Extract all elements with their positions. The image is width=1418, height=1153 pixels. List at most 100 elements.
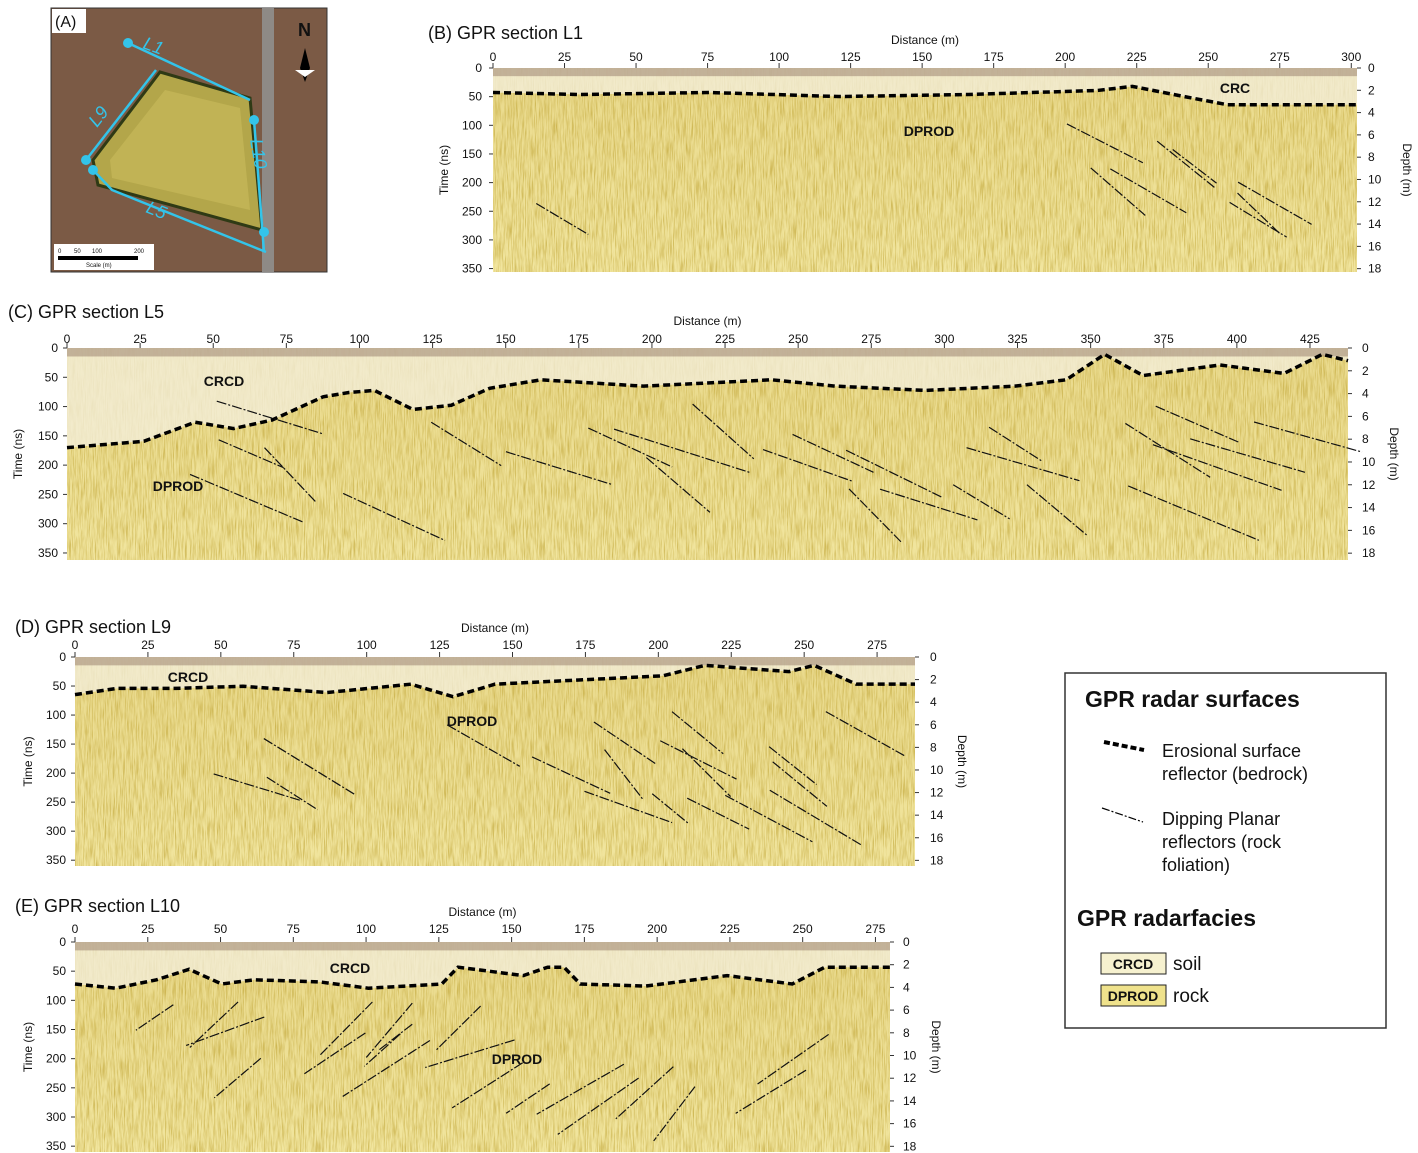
facies-label: DPROD	[904, 123, 955, 139]
ground-band	[493, 68, 1357, 76]
y2-tick-label: 0	[1368, 61, 1375, 75]
y2-tick-label: 10	[1362, 455, 1376, 469]
y-tick-label: 250	[46, 795, 66, 809]
y-tick-label: 200	[38, 458, 58, 472]
scale-tick: 100	[92, 249, 103, 255]
y-tick-label: 50	[469, 90, 483, 104]
y2-tick-label: 18	[1368, 262, 1382, 276]
y2-tick-label: 14	[1368, 217, 1382, 231]
x-tick-label: 50	[214, 922, 228, 936]
y-tick-label: 50	[45, 370, 59, 384]
y-tick-label: 250	[46, 1081, 66, 1095]
x-tick-label: 175	[984, 50, 1004, 64]
legend-text: reflector (bedrock)	[1162, 764, 1308, 784]
x-tick-label: 25	[141, 922, 155, 936]
y2-tick-label: 12	[903, 1071, 917, 1085]
scale-tick: 50	[74, 249, 81, 255]
y-tick-label: 100	[46, 708, 66, 722]
y2-axis-label: Depth (m)	[955, 735, 969, 788]
y2-tick-label: 14	[903, 1094, 917, 1108]
ground-band	[75, 942, 890, 950]
gpr-section: (B) GPR section L1Distance (m)Time (ns)D…	[428, 23, 1414, 276]
x-tick-label: 25	[558, 50, 572, 64]
legend-text: reflectors (rock	[1162, 832, 1282, 852]
facies-code: CRCD	[1113, 956, 1153, 972]
y2-tick-label: 8	[930, 740, 937, 754]
y-tick-label: 0	[51, 341, 58, 355]
y2-tick-label: 10	[903, 1049, 917, 1063]
x-tick-label: 75	[287, 922, 301, 936]
y-tick-label: 350	[38, 546, 58, 560]
y-tick-label: 200	[462, 176, 482, 190]
facies-label: CRCD	[204, 373, 244, 389]
y-tick-label: 300	[46, 1110, 66, 1124]
x-tick-label: 150	[502, 638, 522, 652]
facies-text: soil	[1173, 954, 1202, 975]
y2-tick-label: 16	[1362, 523, 1376, 537]
y2-tick-label: 4	[1368, 106, 1375, 120]
y2-tick-label: 0	[1362, 341, 1369, 355]
y-tick-label: 100	[38, 400, 58, 414]
x-tick-label: 275	[867, 638, 887, 652]
x-tick-label: 150	[502, 922, 522, 936]
x-tick-label: 225	[720, 922, 740, 936]
x-axis-label: Distance (m)	[891, 33, 959, 47]
figure: (A) N L1 L9 L10 L5 0 50 100 200 Scale (m…	[0, 0, 1418, 1153]
y2-tick-label: 18	[903, 1139, 917, 1153]
ground-band	[75, 657, 915, 665]
y2-tick-label: 0	[903, 935, 910, 949]
x-tick-label: 100	[769, 50, 789, 64]
y-tick-label: 50	[53, 679, 67, 693]
legend-text: foliation)	[1162, 855, 1230, 875]
line-start	[259, 227, 269, 237]
ground-band	[67, 348, 1348, 356]
y-tick-label: 350	[462, 262, 482, 276]
x-tick-label: 175	[575, 638, 595, 652]
y2-axis-label: Depth (m)	[929, 1020, 943, 1073]
y-tick-label: 150	[46, 1023, 66, 1037]
y2-tick-label: 18	[930, 853, 944, 867]
y2-tick-label: 16	[1368, 239, 1382, 253]
y-tick-label: 150	[46, 737, 66, 751]
x-tick-label: 25	[141, 638, 155, 652]
x-tick-label: 100	[356, 922, 376, 936]
x-tick-label: 50	[629, 50, 643, 64]
facies-label: CRCD	[330, 960, 370, 976]
y2-tick-label: 10	[930, 763, 944, 777]
facies-code: DPROD	[1108, 988, 1159, 1004]
x-tick-label: 300	[1341, 50, 1361, 64]
x-tick-label: 0	[490, 50, 497, 64]
x-tick-label: 250	[794, 638, 814, 652]
legend-heading: GPR radar surfaces	[1085, 686, 1300, 712]
site-map: (A) N L1 L9 L10 L5 0 50 100 200 Scale (m…	[51, 8, 327, 272]
y2-tick-label: 10	[1368, 172, 1382, 186]
legend: GPR radar surfaces Erosional surface ref…	[1065, 673, 1386, 1028]
x-tick-label: 200	[648, 638, 668, 652]
y2-tick-label: 6	[1362, 409, 1369, 423]
y-tick-label: 100	[462, 118, 482, 132]
x-tick-label: 125	[841, 50, 861, 64]
y2-tick-label: 8	[903, 1026, 910, 1040]
panel-title: (B) GPR section L1	[428, 23, 583, 43]
y2-tick-label: 2	[903, 958, 910, 972]
facies-label: DPROD	[447, 713, 498, 729]
y-tick-label: 250	[462, 204, 482, 218]
y2-tick-label: 4	[903, 980, 910, 994]
x-tick-label: 75	[287, 638, 301, 652]
y2-tick-label: 12	[1362, 478, 1376, 492]
y-tick-label: 250	[38, 487, 58, 501]
y2-tick-label: 6	[903, 1003, 910, 1017]
x-axis-label: Distance (m)	[461, 621, 529, 635]
y2-tick-label: 12	[930, 786, 944, 800]
facies-label: CRCD	[168, 669, 208, 685]
scale-tick: 200	[134, 249, 145, 255]
y-tick-label: 200	[46, 766, 66, 780]
panel-title: (E) GPR section L10	[15, 896, 180, 916]
y-tick-label: 0	[475, 61, 482, 75]
x-tick-label: 250	[1198, 50, 1218, 64]
y2-tick-label: 0	[930, 650, 937, 664]
x-tick-label: 275	[1270, 50, 1290, 64]
x-tick-label: 100	[357, 638, 377, 652]
y-tick-label: 200	[46, 1052, 66, 1066]
